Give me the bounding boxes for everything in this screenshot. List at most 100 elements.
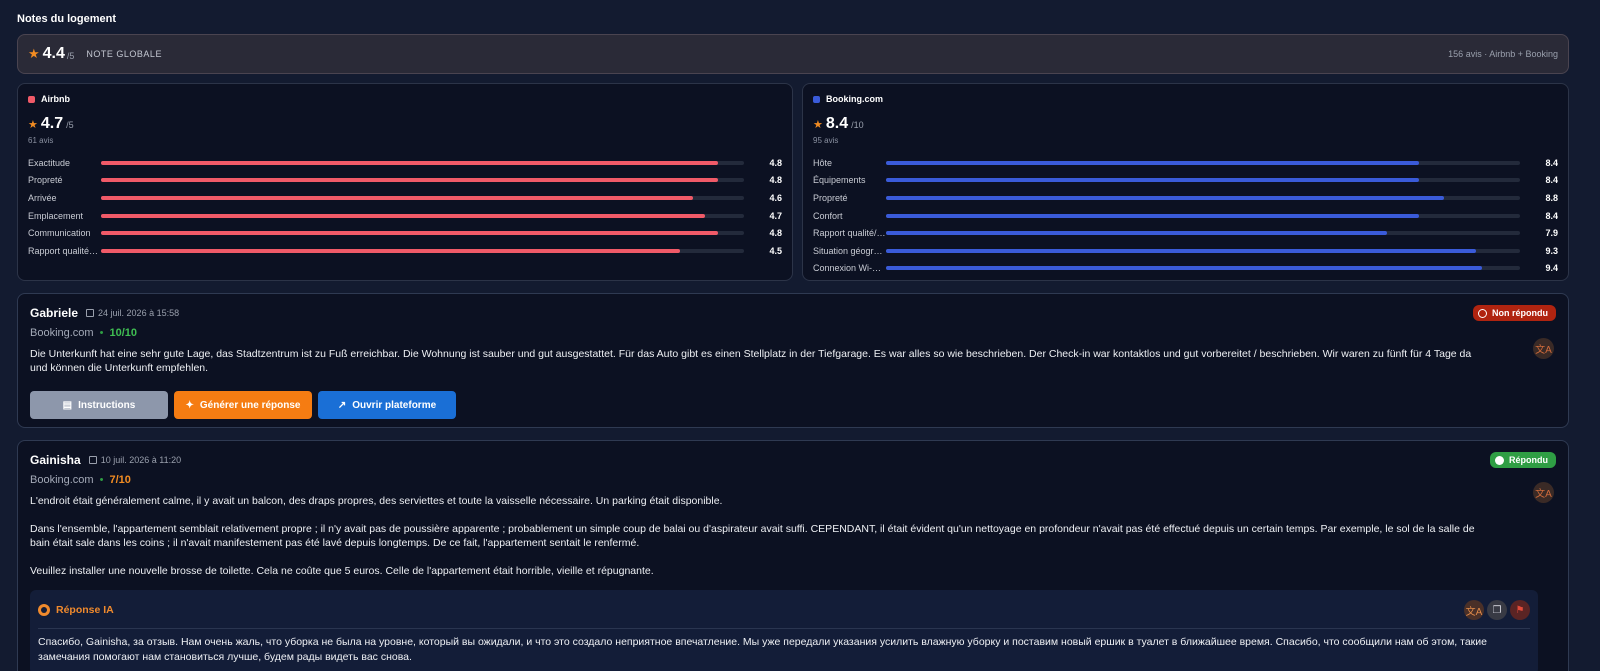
criteria-bar-track [886,266,1520,271]
platform-score: 8.4 [825,115,849,132]
ai-response-text: Спасибо, Gainisha, за отзыв. Нам очень ж… [38,636,1487,663]
criteria-bar-track [886,195,1520,200]
reviewer-name: Gabriele [30,306,79,320]
criteria-value: 4.8 [769,175,782,186]
criteria-bar-fill [101,248,680,253]
criteria-list: Hôte 8.4 Équipements 8.4 Propreté 8.8 Confort 8… [813,154,1558,277]
criteria-bar-track [101,178,744,183]
criteria-label: Emplacement [28,210,84,221]
criteria-bar-fill [101,178,719,183]
criteria-value: 4.5 [769,245,782,256]
criteria-label: Exactitude [28,157,71,168]
platform-score-max: /10 [851,120,864,130]
separator-dot: • [99,327,104,339]
criteria-row: Communication 4.8 [28,224,782,242]
review-source: Booking.com • 10/10 [30,327,1556,339]
review-source: Booking.com • 7/10 [30,474,1556,486]
divider [38,628,1530,629]
overall-label: NOTE GLOBALE [86,49,162,59]
review-text: L'endroit était généralement calme, il y… [30,494,1480,578]
review-score: 10/10 [109,327,137,339]
translate-icon[interactable]: 文A [1464,600,1484,620]
copy-icon[interactable]: ❐ [1487,600,1507,620]
criteria-value: 8.4 [1545,175,1558,186]
status-badge: Non répondu [1473,305,1556,321]
criteria-value: 7.9 [1545,228,1558,239]
platform-review-count: 61 avis [28,136,54,145]
status-badge: Répondu [1490,452,1556,468]
star-icon: ★ [28,119,38,131]
source-name: Booking.com [30,327,94,339]
overall-score-max: /5 [66,50,75,61]
criteria-label: Rapport qualité-… [28,245,101,256]
airbnb-ratings-card: Airbnb ★ 4.7 /5 61 avis Exactitude 4.8 Pro… [17,83,793,281]
criteria-bar-fill [101,213,706,218]
criteria-row: Propreté 8.8 [813,189,1558,207]
criteria-label: Communication [28,228,91,239]
criteria-bar-track [886,213,1520,218]
airbnb-color-dot [28,95,35,103]
criteria-bar-fill [886,160,1419,165]
criteria-row: Situation géogra… 9.3 [813,242,1558,260]
criteria-label: Hôte [813,157,833,168]
criteria-bar-fill [886,178,1419,183]
ai-logo-icon [38,604,50,616]
platform-name: Airbnb [41,94,70,104]
ai-response-title: Réponse IA [56,604,114,616]
platform-score-max: /5 [66,120,74,130]
criteria-bar-track [101,160,744,165]
review-score: 7/10 [109,474,131,486]
overall-meta: 156 avis · Airbnb + Booking [1448,49,1558,59]
review-paragraph: L'endroit était généralement calme, il y… [30,495,723,507]
instructions-label: Instructions [78,399,136,411]
criteria-bar-track [101,213,744,218]
calendar-icon [86,309,95,317]
review-card: Gabriele 24 juil. 2026 à 15:58 Non répon… [17,293,1569,428]
review-paragraph: Dans l'ensemble, l'appartement semblait … [30,523,1475,549]
generate-label: Générer une réponse [199,399,301,411]
criteria-value: 4.6 [769,192,782,203]
wand-icon: ✦ [185,399,194,411]
criteria-row: Arrivée 4.6 [28,189,782,207]
platform-review-count: 95 avis [813,136,839,145]
criteria-value: 8.4 [1545,210,1558,221]
separator-dot: • [99,474,104,486]
criteria-bar-fill [886,266,1482,271]
criteria-bar-fill [886,213,1419,218]
calendar-icon [88,456,97,464]
criteria-value: 9.3 [1545,245,1558,256]
review-paragraph: Veuillez installer une nouvelle brosse d… [30,565,654,577]
overall-score: 4.4 [42,45,65,62]
criteria-value: 8.8 [1545,192,1558,203]
criteria-bar-fill [101,195,693,200]
status-text: Répondu [1509,455,1548,465]
criteria-label: Rapport qualité/… [813,228,886,239]
review-card: Gainisha 10 juil. 2026 à 11:20 Répondu B… [17,440,1569,671]
review-date-text: 10 juil. 2026 à 11:20 [100,455,182,465]
criteria-bar-track [101,195,744,200]
flag-icon[interactable]: ⚑ [1510,600,1530,620]
open-platform-button[interactable]: ↗ Ouvrir plateforme [318,391,456,419]
criteria-bar-fill [886,231,1387,236]
criteria-label: Propreté [813,192,848,203]
translate-icon[interactable]: 文A [1533,338,1554,359]
criteria-label: Arrivée [28,192,57,203]
criteria-label: Propreté [28,175,63,186]
booking-color-dot [813,95,820,103]
document-icon: ▤ [62,399,73,411]
star-icon: ★ [28,46,40,61]
criteria-row: Hôte 8.4 [813,154,1558,172]
open-label: Ouvrir plateforme [352,399,437,411]
generate-reply-button[interactable]: ✦ Générer une réponse [174,391,312,419]
ai-response-box: Réponse IA 文A ❐ ⚑ Спасибо, Gainisha, за … [30,590,1538,671]
criteria-row: Rapport qualité-… 4.5 [28,242,782,260]
criteria-bar-fill [101,231,719,236]
criteria-value: 9.4 [1545,263,1558,274]
criteria-bar-track [886,178,1520,183]
translate-icon[interactable]: 文A [1533,482,1554,503]
booking-ratings-card: Booking.com ★ 8.4 /10 95 avis Hôte 8.4 Équ… [802,83,1569,281]
criteria-row: Rapport qualité/… 7.9 [813,224,1558,242]
criteria-list: Exactitude 4.8 Propreté 4.8 Arrivée 4.6 Emplac… [28,154,782,260]
instructions-button[interactable]: ▤ Instructions [30,391,168,419]
criteria-label: Confort [813,210,843,221]
